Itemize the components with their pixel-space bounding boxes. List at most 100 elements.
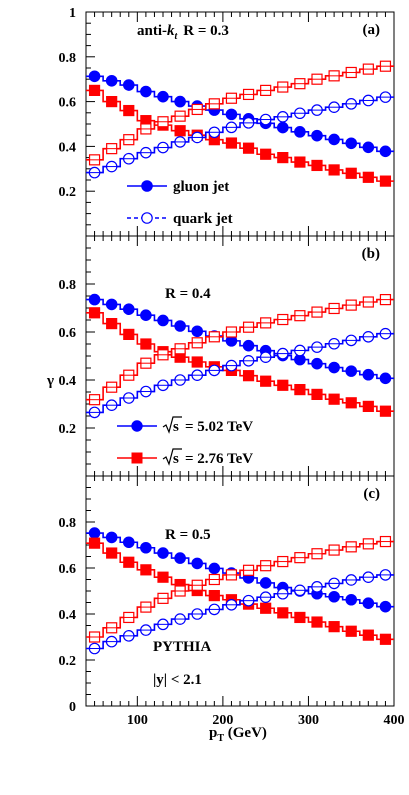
data-point: [345, 365, 358, 377]
data-point: [191, 356, 203, 368]
data-point: [105, 531, 118, 544]
data-point: [174, 552, 186, 564]
y-tick-label: 0.2: [59, 185, 77, 200]
data-point: [88, 307, 101, 319]
data-point: [294, 384, 306, 396]
data-point: [191, 325, 204, 338]
data-point: [277, 152, 289, 164]
panel-a-annotation-prefix: anti-: [137, 23, 167, 39]
legend-label: gluon jet: [173, 179, 229, 195]
y-tick-label: 0: [69, 700, 76, 715]
data-point: [225, 137, 238, 149]
y-tick-label: 0.2: [59, 654, 77, 669]
data-point: [208, 589, 220, 602]
x-tick-label: 200: [212, 713, 233, 728]
data-point: [123, 104, 135, 117]
data-point: [123, 328, 135, 340]
panel-c: 0 0.2 0.4 0.6 0.8 100 200 300 400 (c) R = 0.5 PY…: [59, 475, 405, 728]
x-axis-title: pT (GeV): [209, 725, 267, 744]
data-point: [311, 129, 323, 142]
data-point: [157, 571, 169, 583]
panel-b-frame: [85, 235, 395, 477]
data-point: [362, 171, 374, 183]
legend-marker: [131, 420, 143, 432]
panel-a-annotation-sub: t: [175, 31, 179, 42]
data-point: [311, 616, 323, 628]
data-point: [328, 621, 340, 633]
legend-marker: [141, 212, 153, 224]
series-line: [86, 298, 394, 380]
series-line: [86, 65, 394, 161]
data-point: [122, 303, 135, 315]
data-point: [88, 84, 101, 97]
legend-root-label: s: [173, 451, 179, 467]
data-point: [379, 633, 392, 645]
panel-c-annotation: R = 0.5: [165, 527, 211, 543]
data-point: [242, 339, 255, 352]
x-tick-label: 100: [127, 713, 148, 728]
data-point: [191, 557, 204, 570]
panel-a-annotation: anti-kt R = 0.3: [137, 23, 229, 42]
data-point: [157, 90, 169, 103]
x-tick-label: 400: [384, 713, 405, 728]
data-point: [157, 547, 169, 559]
data-point: [294, 156, 306, 168]
series-line: [86, 298, 394, 401]
panel-b: 0.2 0.4 0.6 0.8 (b) R = 0.4 s = 5.02 TeV s = 2…: [59, 235, 395, 477]
data-point: [379, 600, 392, 613]
panel-a-annotation-main: R = 0.3: [183, 23, 229, 39]
data-point: [260, 602, 272, 614]
panel-a-label: (a): [363, 22, 381, 38]
data-point: [208, 562, 221, 575]
data-point: [362, 141, 375, 154]
panel-c-label: (c): [363, 486, 380, 502]
x-axis-title-sub: T: [217, 733, 224, 744]
data-point: [345, 167, 357, 179]
data-point: [140, 85, 152, 98]
data-point: [140, 564, 152, 576]
data-point: [174, 320, 186, 332]
series-line: [86, 574, 394, 650]
data-point: [174, 95, 186, 108]
data-point: [345, 137, 358, 150]
legend-label: = 2.76 TeV: [185, 451, 253, 467]
panel-b-label: (b): [362, 246, 380, 262]
legend-marker: [141, 180, 153, 192]
y-tick-label: 0.6: [59, 96, 77, 111]
data-point: [362, 629, 374, 641]
data-point: [276, 121, 289, 134]
data-point: [140, 309, 152, 321]
data-point: [259, 577, 272, 589]
data-point: [345, 625, 357, 637]
data-point: [122, 79, 135, 91]
y-tick-label: 0.4: [59, 140, 77, 155]
data-point: [122, 536, 135, 549]
data-point: [294, 126, 306, 138]
data-point: [260, 148, 272, 160]
data-point: [88, 70, 101, 83]
data-point: [362, 368, 375, 381]
data-point: [328, 164, 340, 176]
data-point: [379, 405, 392, 417]
panel-c-annotation-pythia: PYTHIA: [153, 639, 212, 655]
y-tick-label: 0.4: [59, 374, 77, 389]
y-tick-label: 1: [69, 6, 76, 21]
sqrt-symbol: [162, 448, 182, 466]
series-line: [86, 89, 394, 182]
data-point: [379, 372, 392, 385]
data-point: [328, 361, 340, 374]
series-line: [86, 540, 394, 638]
legend-label: quark jet: [173, 211, 233, 227]
data-point: [362, 400, 374, 412]
y-tick-label: 0.6: [59, 326, 77, 341]
data-point: [277, 379, 289, 391]
y-tick-label: 0.8: [59, 51, 77, 66]
series-line: [86, 332, 394, 414]
data-point: [328, 133, 340, 146]
data-point: [105, 298, 118, 311]
data-point: [105, 74, 118, 87]
data-point: [311, 159, 323, 172]
y-tick-label: 0.6: [59, 562, 77, 577]
sqrt-symbol: [162, 416, 182, 434]
